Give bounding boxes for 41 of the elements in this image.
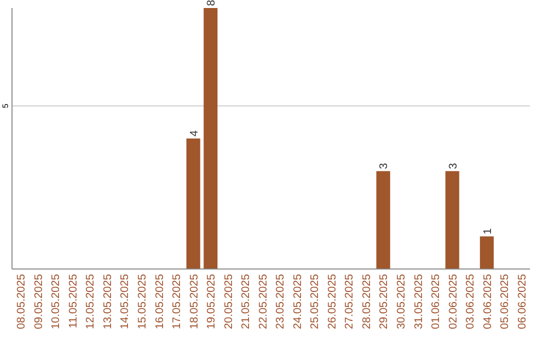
x-tick-label: 09.05.2025 <box>32 274 45 330</box>
x-tick-label: 31.05.2025 <box>412 274 425 330</box>
data-label: 1 <box>482 228 494 234</box>
data-label: 3 <box>378 163 390 170</box>
x-tick-label: 06.06.2025 <box>516 274 528 330</box>
x-tick-label: 11.05.2025 <box>67 274 80 328</box>
x-tick-label: 05.06.2025 <box>499 274 512 330</box>
x-tick-label: 12.05.2025 <box>84 274 97 330</box>
x-tick-label: 26.05.2025 <box>326 274 338 330</box>
x-tick-label: 13.05.2025 <box>102 274 114 330</box>
x-tick-label: 27.05.2025 <box>344 274 356 330</box>
x-tick-label: 23.05.2025 <box>274 274 287 330</box>
x-tick-label: 15.05.2025 <box>136 274 148 330</box>
x-tick-label: 30.05.2025 <box>396 274 408 330</box>
x-tick-label: 18.05.2025 <box>188 274 200 330</box>
x-tick-label: 20.05.2025 <box>222 274 235 330</box>
x-tick-label: 29.05.2025 <box>378 274 390 330</box>
x-tick-label: 28.05.2025 <box>360 274 373 330</box>
data-label: 4 <box>188 130 200 136</box>
x-tick-label: 03.06.2025 <box>464 274 477 330</box>
x-tick-label: 25.05.2025 <box>309 274 322 330</box>
x-tick-label: 02.06.2025 <box>447 274 460 330</box>
x-tick-label: 14.05.2025 <box>119 274 132 330</box>
y-tick-label: 5 <box>1 103 10 108</box>
bar <box>186 138 200 269</box>
bar <box>445 171 460 269</box>
x-tick-label: 19.05.2025 <box>206 274 218 330</box>
x-tick-label: 24.05.2025 <box>292 274 304 330</box>
x-tick-label: 04.06.2025 <box>482 274 494 330</box>
x-tick-label: 17.05.2025 <box>171 274 184 330</box>
data-label: 3 <box>447 163 460 170</box>
bar <box>376 171 390 269</box>
bar <box>480 236 494 269</box>
x-tick-label: 16.05.2025 <box>154 274 166 330</box>
bar <box>204 8 218 269</box>
x-tick-label: 10.05.2025 <box>50 274 62 330</box>
x-tick-label: 21.05.2025 <box>240 274 252 330</box>
x-tick-label: 22.05.2025 <box>257 274 270 330</box>
data-label: 8 <box>206 0 218 6</box>
x-tick-label: 01.06.2025 <box>430 274 442 330</box>
x-tick-label: 08.05.2025 <box>16 274 28 330</box>
